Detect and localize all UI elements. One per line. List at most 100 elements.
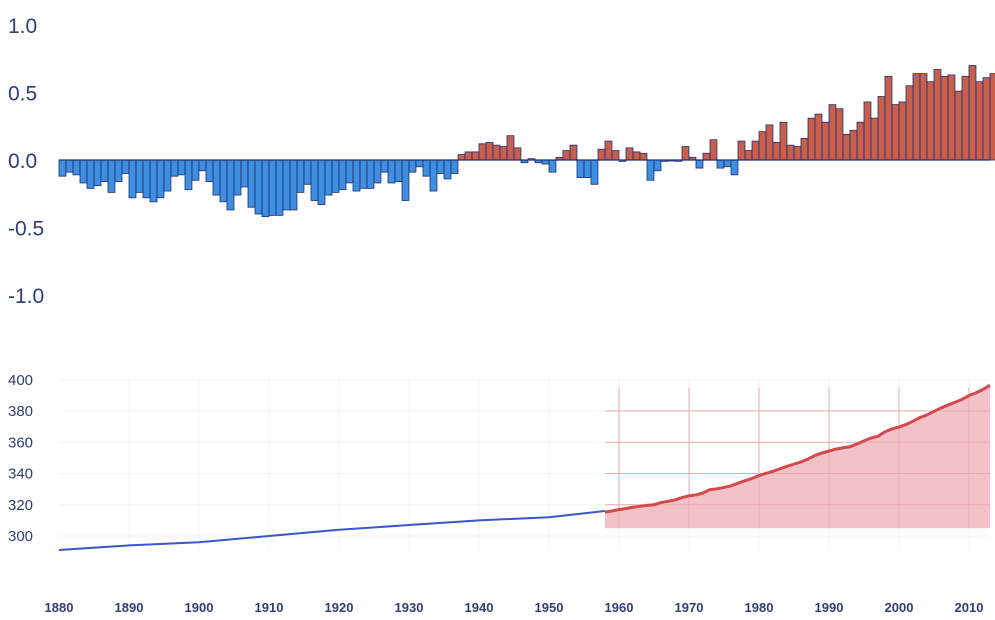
x-tick-label: 1890: [115, 600, 144, 615]
bar: [394, 159, 403, 183]
x-tick-label: 1880: [45, 600, 74, 615]
bar: [632, 151, 641, 161]
bar: [506, 135, 515, 161]
y-tick-label: 360: [8, 434, 33, 451]
bar: [156, 159, 165, 199]
bar: [121, 159, 130, 174]
bar: [800, 137, 809, 161]
bar: [968, 65, 977, 161]
bar: [422, 159, 431, 177]
bar: [821, 121, 830, 161]
bar: [443, 159, 452, 180]
bar: [723, 159, 732, 168]
y-tick-label: -0.5: [8, 218, 44, 241]
bar: [695, 159, 704, 169]
bar: [758, 131, 767, 161]
bar: [345, 159, 354, 184]
bar: [408, 159, 417, 173]
bar: [170, 159, 179, 177]
bar: [415, 159, 424, 168]
bar: [737, 140, 746, 161]
bar: [730, 159, 739, 176]
bar: [611, 150, 620, 161]
bar: [275, 159, 284, 216]
bar: [65, 159, 74, 173]
y-tick-label: 340: [8, 466, 33, 483]
bar: [296, 159, 305, 193]
bar: [219, 159, 228, 203]
bar: [373, 159, 382, 184]
bar: [765, 124, 774, 161]
bar: [184, 159, 193, 191]
x-tick-label: 1930: [395, 600, 424, 615]
grid: [59, 379, 990, 552]
bar: [646, 159, 655, 181]
y-tick-label: 400: [8, 372, 33, 389]
bar: [471, 151, 480, 161]
bar: [457, 154, 466, 161]
x-tick-label: 1950: [535, 600, 564, 615]
bar: [779, 121, 788, 161]
bar: [940, 75, 949, 161]
x-tick-label: 1980: [745, 600, 774, 615]
bar: [961, 75, 970, 161]
bar: [240, 159, 249, 188]
bar: [261, 159, 270, 218]
bar: [450, 159, 459, 174]
bar: [954, 90, 963, 161]
bar: [226, 159, 235, 211]
bar: [639, 152, 648, 161]
bar: [499, 146, 508, 161]
bar: [338, 159, 347, 191]
bar: [177, 159, 186, 176]
bar: [926, 81, 935, 161]
bar: [282, 159, 291, 211]
bar: [856, 121, 865, 161]
y-tick-label: 320: [8, 497, 33, 514]
bar: [128, 159, 137, 199]
bar: [576, 159, 585, 178]
x-tick-label: 2010: [955, 600, 984, 615]
bar: [289, 159, 298, 211]
x-tick-label: 1990: [815, 600, 844, 615]
bar: [191, 159, 200, 181]
bar: [464, 151, 473, 161]
bar: [436, 159, 445, 174]
bar: [352, 159, 361, 192]
bar: [919, 73, 928, 161]
bar: [114, 159, 123, 183]
bar: [891, 104, 900, 161]
series-line-blue: [58, 510, 606, 552]
bar: [716, 159, 725, 169]
bar: [485, 142, 494, 161]
bar: [590, 159, 599, 185]
bar: [303, 159, 312, 185]
bar: [975, 81, 984, 161]
bar: [625, 147, 634, 161]
bar: [898, 101, 907, 161]
bar: [492, 144, 501, 161]
bar: [877, 96, 886, 161]
co2-panel: 400 380 360 340 320 300: [8, 372, 991, 552]
x-tick-label: 1900: [185, 600, 214, 615]
bar: [870, 117, 879, 161]
bar: [828, 104, 837, 161]
y-tick-label: 1.0: [8, 15, 37, 38]
bar: [205, 159, 214, 183]
bar: [793, 146, 802, 161]
bar: [247, 159, 256, 208]
bar: [604, 140, 613, 161]
bar: [681, 146, 690, 161]
bar: [653, 159, 662, 172]
bar: [751, 140, 760, 161]
bar: [387, 159, 396, 184]
series-line-red: [604, 383, 991, 514]
bar: [744, 150, 753, 161]
bar: [100, 159, 109, 183]
y-tick-label: 380: [8, 403, 33, 420]
bar: [429, 159, 438, 192]
bar: [548, 159, 557, 173]
bar: [310, 159, 319, 201]
x-tick-label: 2000: [885, 600, 914, 615]
